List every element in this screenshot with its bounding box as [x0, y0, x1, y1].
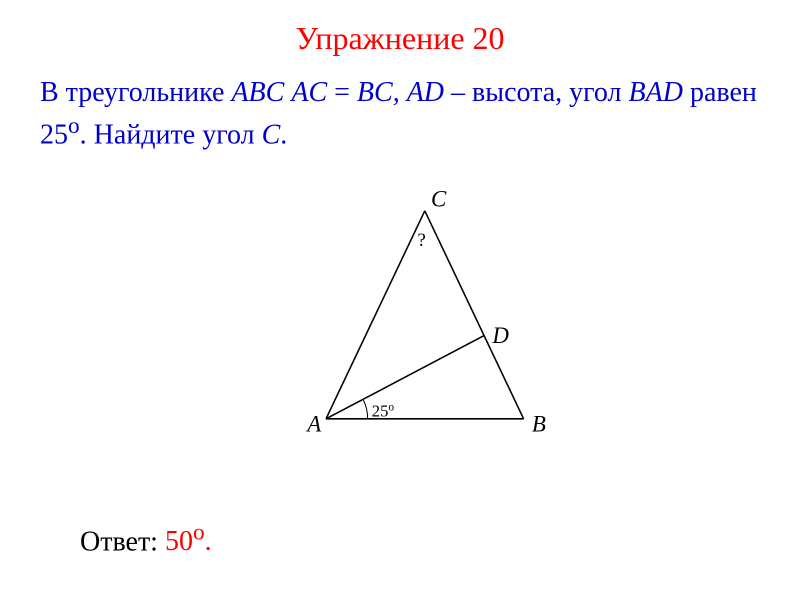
side-ac: AC: [291, 77, 327, 108]
side-bc: BC: [357, 77, 393, 108]
vertex-label-c: C: [431, 190, 447, 212]
answer-label: Ответ:: [80, 526, 165, 557]
vertex-c: C: [262, 120, 281, 151]
question-mark: ?: [418, 230, 426, 251]
altitude-ad: AD: [407, 77, 444, 108]
angle-bad: BAD: [629, 77, 683, 108]
problem-text-6: . Найдите угол: [80, 120, 262, 151]
edge-bc: [425, 211, 524, 419]
answer-line: Ответ: 50о.: [80, 520, 212, 558]
answer-value: 50о.: [165, 526, 212, 557]
vertex-label-d: D: [491, 323, 509, 348]
degree-symbol-2: о: [193, 520, 205, 546]
diagram-svg: 25o ? A B C D: [280, 190, 580, 450]
problem-period: .: [280, 120, 287, 151]
triangle-name: ABC: [231, 77, 284, 108]
triangle-diagram: 25o ? A B C D: [280, 190, 580, 450]
problem-text-4: – высота, угол: [444, 77, 629, 108]
vertex-label-b: B: [532, 411, 546, 436]
angle-arc: [363, 400, 367, 419]
problem-text-1: В треугольнике: [40, 77, 231, 108]
equals-sign: =: [327, 77, 357, 108]
exercise-title: Упражнение 20: [0, 0, 800, 57]
problem-statement: В треугольнике ABC AC = BC, AD – высота,…: [0, 57, 800, 154]
problem-comma: ,: [393, 77, 407, 108]
angle-value: 25o: [372, 401, 395, 420]
vertex-label-a: A: [305, 411, 322, 436]
edge-ca: [326, 211, 425, 419]
degree-symbol-1: о: [68, 113, 80, 139]
altitude-line: [326, 336, 484, 419]
